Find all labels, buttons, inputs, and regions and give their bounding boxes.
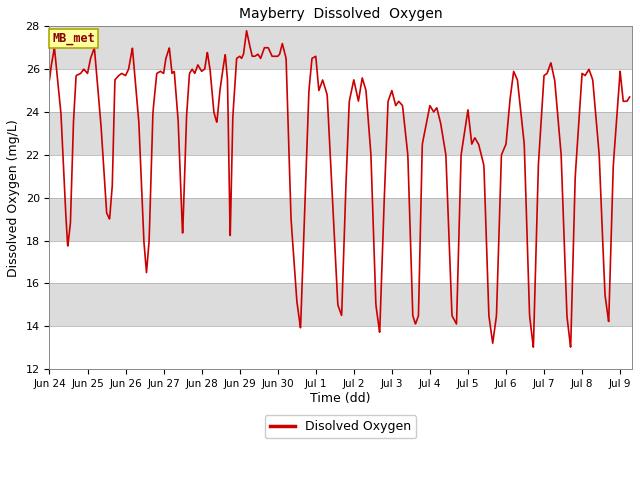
- Legend: Disolved Oxygen: Disolved Oxygen: [265, 415, 416, 438]
- Bar: [49, 240, 632, 284]
- Text: MB_met: MB_met: [52, 32, 95, 45]
- Bar: [49, 155, 632, 198]
- Bar: [49, 326, 632, 369]
- Title: Mayberry  Dissolved  Oxygen: Mayberry Dissolved Oxygen: [239, 7, 442, 21]
- Bar: [49, 69, 632, 112]
- X-axis label: Time (dd): Time (dd): [310, 392, 371, 405]
- Y-axis label: Dissolved Oxygen (mg/L): Dissolved Oxygen (mg/L): [7, 119, 20, 276]
